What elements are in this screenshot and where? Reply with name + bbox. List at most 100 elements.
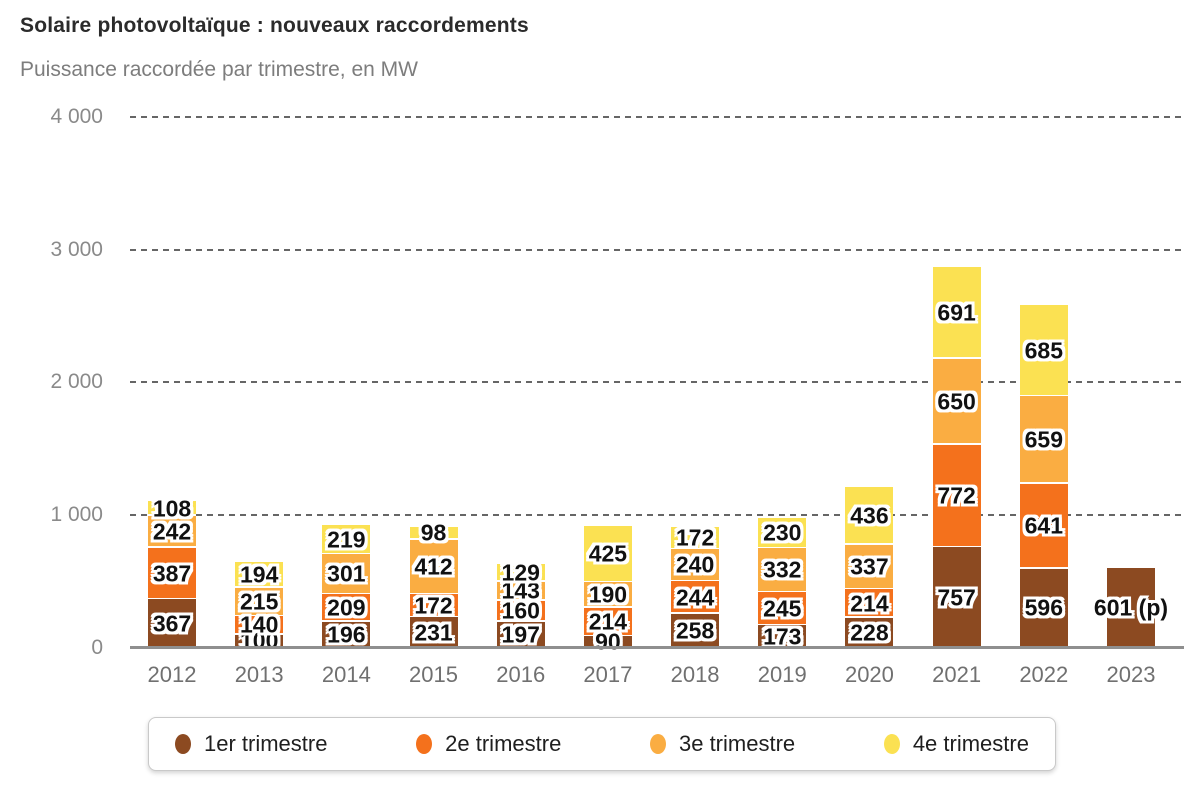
legend-item-3-trimestre[interactable]: 3e trimestre	[649, 731, 796, 757]
bar-segment-2013-q1[interactable]	[235, 634, 284, 647]
legend-item-4-trimestre[interactable]: 4e trimestre	[883, 731, 1029, 757]
y-axis-tick: 1 000	[50, 503, 103, 527]
value-label-2022-q2: 641	[1024, 512, 1063, 539]
value-label-2014-q1: 196	[327, 621, 366, 648]
bar-segment-2016-q1[interactable]	[496, 621, 545, 647]
bar-segment-2021-q3[interactable]	[932, 358, 981, 444]
bar-segment-2015-q1[interactable]	[409, 617, 458, 647]
value-label-2018-q4: 172	[675, 524, 715, 551]
legend-item-2-trimestre[interactable]: 2e trimestre	[416, 731, 561, 757]
bar-segment-2013-q3[interactable]	[235, 587, 284, 615]
value-label-2013-q3: 215	[239, 588, 279, 615]
bar-segment-2016-q3[interactable]	[496, 581, 545, 600]
gridline-2000	[130, 381, 1184, 384]
value-label-2017-q4: 425	[588, 540, 628, 567]
bar-segment-2020-q2[interactable]	[845, 589, 894, 617]
value-label-2021-q4: 691	[937, 299, 976, 326]
value-label-2022-q3: 659	[1024, 426, 1063, 453]
bar-segment-2021-q4[interactable]	[932, 266, 981, 358]
value-label-2014-q4: 219	[327, 526, 366, 553]
bar-segment-2022-q1[interactable]	[1019, 568, 1068, 647]
value-label-2020-q3: 337	[850, 553, 889, 580]
value-label-2017-q1: 90	[595, 628, 621, 655]
legend-color-dot	[416, 734, 433, 754]
y-axis-tick: 3 000	[50, 237, 103, 261]
bar-segment-2019-q2[interactable]	[758, 592, 807, 624]
bar-segment-2017-q2[interactable]	[583, 607, 632, 635]
bar-segment-2022-q3[interactable]	[1019, 396, 1068, 483]
gridline-3000	[130, 248, 1184, 251]
value-label-2012-q4: 108	[152, 495, 192, 522]
bar-segment-2017-q3[interactable]	[583, 582, 632, 607]
legend-item-label: 3e trimestre	[678, 731, 796, 756]
legend-item-label: 2e trimestre	[445, 731, 562, 756]
value-label-2021-q2: 772	[937, 482, 976, 509]
x-axis-tick-2016: 2016	[496, 662, 546, 687]
value-label-2017-q2: 214	[588, 608, 628, 635]
value-label-2013-q1: 100	[239, 627, 279, 654]
chart-subtitle: Puissance raccordée par trimestre, en MW	[20, 58, 418, 81]
legend-color-dot	[175, 734, 191, 754]
bar-segment-2014-q4[interactable]	[322, 525, 371, 553]
bar-segment-2016-q4[interactable]	[496, 564, 545, 581]
bar-segment-2018-q1[interactable]	[671, 613, 720, 647]
bar-segment-2019-q1[interactable]	[758, 625, 807, 647]
bar-segment-2020-q3[interactable]	[845, 544, 894, 588]
bar-segment-2017-q1[interactable]	[583, 636, 632, 647]
value-label-2019-q2: 245	[763, 595, 802, 622]
value-label-2012-q1: 367	[152, 610, 192, 637]
value-label-2021-q3: 650	[937, 388, 976, 415]
bar-segment-2015-q2[interactable]	[409, 594, 458, 616]
bar-segment-2021-q2[interactable]	[932, 444, 981, 546]
y-axis-tick: 4 000	[50, 104, 103, 128]
bar-segment-2020-q4[interactable]	[845, 486, 894, 544]
bar-segment-2012-q4[interactable]	[148, 501, 196, 515]
bar-segment-2014-q2[interactable]	[322, 594, 371, 621]
x-axis-tick-2015: 2015	[409, 662, 458, 687]
bar-segment-2013-q2[interactable]	[235, 616, 284, 634]
bar-segment-2015-q4[interactable]	[409, 526, 458, 539]
value-label-2015-q4: 98	[420, 519, 447, 546]
bar-segment-2014-q3[interactable]	[322, 554, 371, 593]
bar-segment-2019-q3[interactable]	[758, 548, 807, 591]
bar-segment-2019-q4[interactable]	[758, 517, 807, 547]
bar-segment-2022-q4[interactable]	[1019, 305, 1068, 395]
bar-segment-2015-q3[interactable]	[409, 539, 458, 593]
gridline-4000	[130, 115, 1184, 118]
bar-segment-2022-q2[interactable]	[1019, 483, 1068, 568]
x-axis-tick-2022: 2022	[1019, 662, 1069, 687]
value-label-2022-q1: 596	[1024, 594, 1063, 621]
value-label-2012-q2: 387	[152, 560, 192, 587]
bar-segment-2018-q3[interactable]	[671, 549, 720, 580]
legend-color-dot	[649, 734, 666, 754]
x-axis-tick-2019: 2019	[757, 662, 807, 687]
value-label-2021-q1: 757	[937, 584, 976, 611]
bar-segment-2018-q4[interactable]	[671, 526, 720, 548]
bar-segment-2021-q1[interactable]	[932, 547, 981, 647]
value-label-2015-q3: 412	[414, 553, 453, 580]
bar-segment-2014-q1[interactable]	[322, 621, 371, 647]
bar-segment-2012-q3[interactable]	[148, 515, 196, 547]
value-label-2014-q2: 209	[327, 594, 366, 621]
bar-segment-2012-q2[interactable]	[148, 547, 196, 598]
legend-item-1-trimestre[interactable]: 1er trimestre	[175, 731, 327, 757]
value-label-2016-q1: 197	[501, 621, 540, 648]
value-label-2015-q1: 231	[414, 619, 453, 646]
bar-segment-2016-q2[interactable]	[496, 600, 545, 621]
bar-segment-2013-q4[interactable]	[235, 561, 284, 587]
bar-segment-2012-q1[interactable]	[148, 599, 196, 647]
value-label-2016-q2: 160	[501, 597, 540, 624]
value-label-2020-q4: 436	[850, 502, 889, 529]
value-label-2019-q4: 230	[763, 519, 802, 546]
value-label-2020-q1: 228	[850, 619, 889, 646]
x-axis-baseline	[130, 646, 1184, 649]
bar-segment-2020-q1[interactable]	[845, 617, 894, 647]
value-label-2016-q4: 129	[501, 559, 540, 586]
value-label-2020-q2: 214	[850, 590, 889, 616]
bar-segment-2017-q4[interactable]	[583, 525, 632, 581]
bar-segment-2023-q1[interactable]	[1106, 568, 1155, 647]
bar-segment-2018-q2[interactable]	[671, 581, 720, 613]
y-axis-tick: 0	[91, 636, 103, 659]
x-axis-tick-2014: 2014	[321, 662, 371, 687]
